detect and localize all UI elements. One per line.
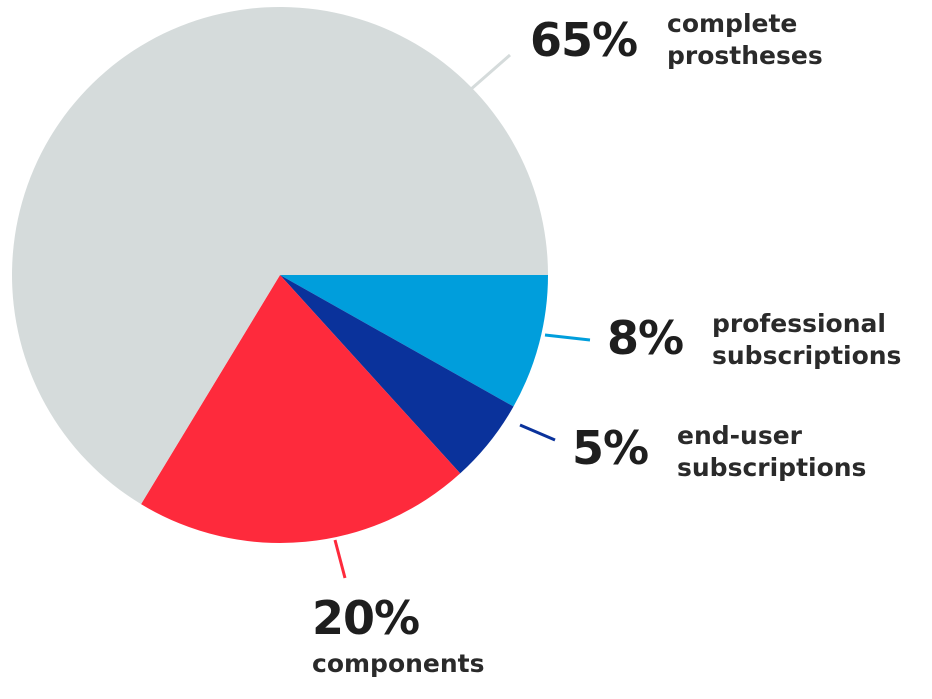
pie-slice	[11, 6, 549, 505]
value-label: 65%	[530, 13, 638, 67]
leader-line	[333, 539, 347, 579]
leader-line	[469, 53, 511, 92]
pie-slice	[280, 275, 514, 474]
pie-slice	[280, 275, 548, 407]
value-label: 5%	[572, 421, 649, 475]
category-label: complete prostheses	[667, 9, 823, 70]
category-label: professional subscriptions	[712, 309, 902, 370]
value-label: 20%	[312, 591, 420, 645]
leader-line	[544, 333, 591, 342]
pie-slice	[141, 275, 461, 543]
category-label: components	[312, 649, 485, 678]
category-label: end-user subscriptions	[677, 421, 867, 482]
value-label: 8%	[607, 311, 684, 365]
leader-line	[519, 423, 556, 442]
